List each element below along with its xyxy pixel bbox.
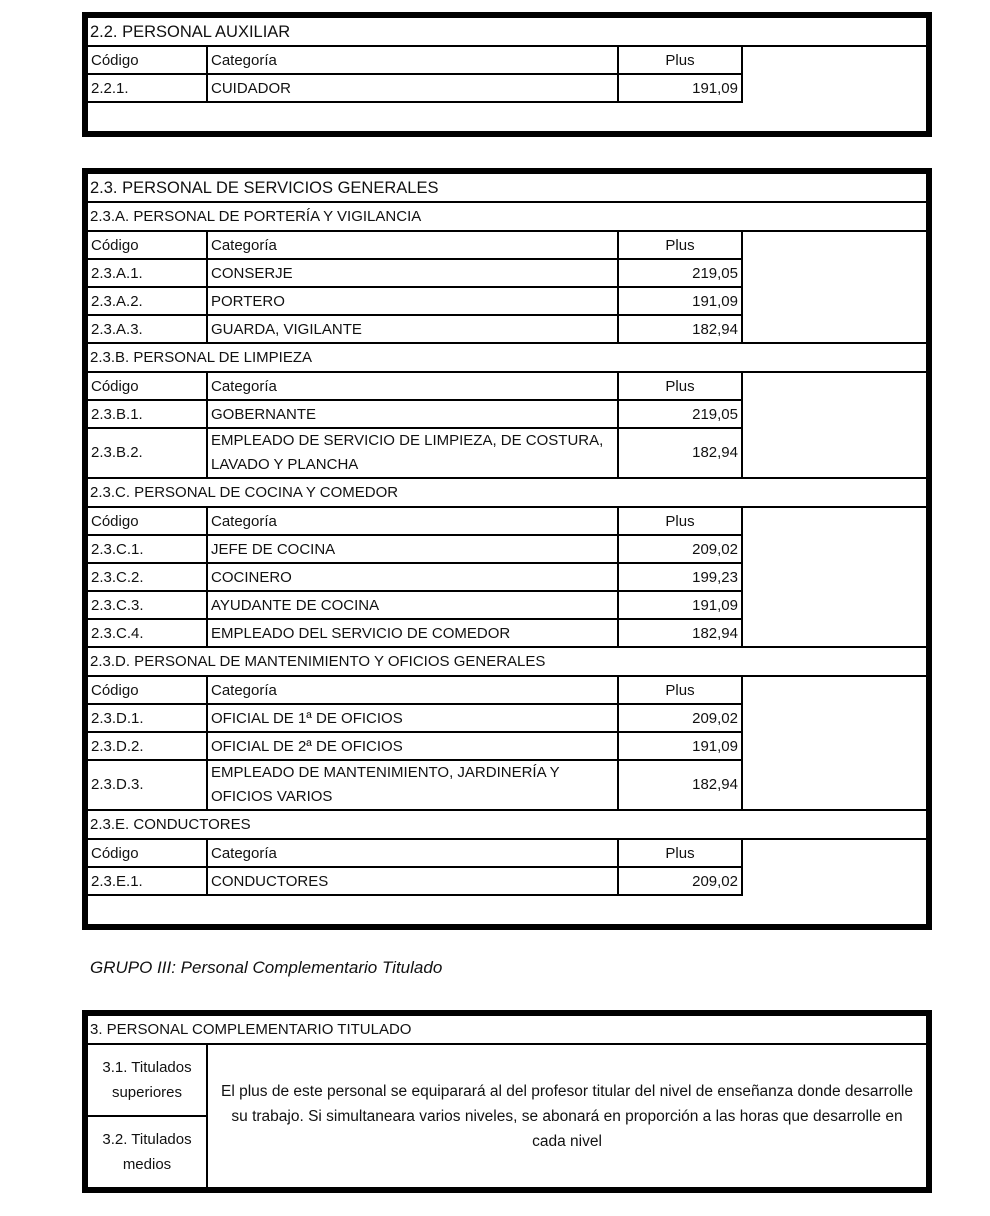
category-cell: GOBERNANTE [208, 401, 619, 429]
code-cell: 2.3.A.1. [88, 260, 208, 288]
table-row: 2.3.C.2. COCINERO 199,23 [88, 564, 926, 592]
header-category: Categoría [208, 373, 619, 401]
code-cell: 2.3.C.1. [88, 536, 208, 564]
plus-cell: 182,94 [619, 429, 743, 479]
section-title: 2.3.D. PERSONAL DE MANTENIMIENTO Y OFICI… [88, 646, 926, 677]
table-header-row: Código Categoría Plus [88, 508, 926, 536]
category-cell: EMPLEADO DE SERVICIO DE LIMPIEZA, DE COS… [208, 429, 619, 479]
table-header-row: Código Categoría Plus [88, 232, 926, 260]
plus-cell: 182,94 [619, 316, 743, 344]
code-cell: 2.3.E.1. [88, 868, 208, 896]
item-titulados-superiores: 3.1. Titulados superiores [88, 1045, 206, 1117]
category-cell: PORTERO [208, 288, 619, 316]
section-title: 2.3.C. PERSONAL DE COCINA Y COMEDOR [88, 477, 926, 508]
table-header-row: Código Categoría Plus [88, 47, 926, 75]
table-header-row: Código Categoría Plus [88, 840, 926, 868]
table-row: 2.3.D.2. OFICIAL DE 2ª DE OFICIOS 191,09 [88, 733, 926, 761]
table-row: 2.3.A.3. GUARDA, VIGILANTE 182,94 [88, 316, 926, 344]
category-cell: COCINERO [208, 564, 619, 592]
code-cell: 2.3.C.4. [88, 620, 208, 648]
category-cell: CONDUCTORES [208, 868, 619, 896]
header-plus: Plus [619, 47, 743, 75]
code-cell: 2.3.A.3. [88, 316, 208, 344]
plus-cell: 182,94 [619, 620, 743, 648]
table-row: 2.3.B.1. GOBERNANTE 219,05 [88, 401, 926, 429]
header-category: Categoría [208, 47, 619, 75]
plus-cell: 209,02 [619, 536, 743, 564]
table-row: 2.3.B.2. EMPLEADO DE SERVICIO DE LIMPIEZA… [88, 429, 926, 479]
category-cell: EMPLEADO DEL SERVICIO DE COMEDOR [208, 620, 619, 648]
plus-cell: 209,02 [619, 868, 743, 896]
table-row: 2.3.A.2. PORTERO 191,09 [88, 288, 926, 316]
table-servicios-generales: 2.3. PERSONAL DE SERVICIOS GENERALES 2.3… [82, 168, 932, 930]
category-cell: AYUDANTE DE COCINA [208, 592, 619, 620]
header-code: Código [88, 373, 208, 401]
header-code: Código [88, 840, 208, 868]
table-row: 2.3.E.1. CONDUCTORES 209,02 [88, 868, 926, 896]
plus-cell: 191,09 [619, 592, 743, 620]
table-personal-auxiliar: 2.2. PERSONAL AUXILIAR Código Categoría Pl… [82, 12, 932, 137]
code-cell: 2.3.B.2. [88, 429, 208, 479]
code-cell: 2.3.C.3. [88, 592, 208, 620]
table-header-row: Código Categoría Plus [88, 677, 926, 705]
section-title: 2.3.E. CONDUCTORES [88, 809, 926, 840]
category-cell: OFICIAL DE 2ª DE OFICIOS [208, 733, 619, 761]
code-cell: 2.3.D.2. [88, 733, 208, 761]
header-code: Código [88, 47, 208, 75]
header-plus: Plus [619, 508, 743, 536]
code-cell: 2.3.D.1. [88, 705, 208, 733]
category-cell: OFICIAL DE 1ª DE OFICIOS [208, 705, 619, 733]
table-row: 2.3.A.1. CONSERJE 219,05 [88, 260, 926, 288]
header-code: Código [88, 508, 208, 536]
category-cell: CUIDADOR [208, 75, 619, 103]
header-plus: Plus [619, 232, 743, 260]
plus-cell: 219,05 [619, 401, 743, 429]
header-category: Categoría [208, 840, 619, 868]
code-cell: 2.3.C.2. [88, 564, 208, 592]
code-cell: 2.3.D.3. [88, 761, 208, 811]
table-row: 2.3.C.4. EMPLEADO DEL SERVICIO DE COMEDOR… [88, 620, 926, 648]
header-plus: Plus [619, 840, 743, 868]
table-row: 2.2.1. CUIDADOR 191,09 [88, 75, 926, 103]
table-row: 2.3.D.1. OFICIAL DE 1ª DE OFICIOS 209,02 [88, 705, 926, 733]
code-cell: 2.3.A.2. [88, 288, 208, 316]
category-cell: JEFE DE COCINA [208, 536, 619, 564]
header-code: Código [88, 677, 208, 705]
plus-cell: 182,94 [619, 761, 743, 811]
table-row: 2.3.C.1. JEFE DE COCINA 209,02 [88, 536, 926, 564]
header-category: Categoría [208, 232, 619, 260]
plus-description: El plus de este personal se equiparará a… [221, 1082, 913, 1150]
category-cell: EMPLEADO DE MANTENIMIENTO, JARDINERÍA Y … [208, 761, 619, 811]
plus-cell: 191,09 [619, 733, 743, 761]
code-cell: 2.3.B.1. [88, 401, 208, 429]
table-title: 2.2. PERSONAL AUXILIAR [88, 18, 926, 47]
table-row: 2.3.D.3. EMPLEADO DE MANTENIMIENTO, JARDI… [88, 761, 926, 811]
header-plus: Plus [619, 373, 743, 401]
section-title: 2.3.A. PERSONAL DE PORTERÍA Y VIGILANCIA [88, 203, 926, 232]
section-title: 2.3.B. PERSONAL DE LIMPIEZA [88, 342, 926, 373]
table-title: 2.3. PERSONAL DE SERVICIOS GENERALES [88, 174, 926, 203]
table-header-row: Código Categoría Plus [88, 373, 926, 401]
table-title: 3. PERSONAL COMPLEMENTARIO TITULADO [88, 1016, 926, 1045]
plus-cell: 191,09 [619, 288, 743, 316]
category-cell: CONSERJE [208, 260, 619, 288]
plus-cell: 219,05 [619, 260, 743, 288]
header-code: Código [88, 232, 208, 260]
table-complementario-titulado: 3. PERSONAL COMPLEMENTARIO TITULADO 3.1.… [82, 1010, 932, 1193]
category-cell: GUARDA, VIGILANTE [208, 316, 619, 344]
item-titulados-medios: 3.2. Titulados medios [102, 1131, 192, 1173]
group-heading: GRUPO III: Personal Complementario Titul… [90, 958, 443, 977]
table-row: 2.3.C.3. AYUDANTE DE COCINA 191,09 [88, 592, 926, 620]
plus-cell: 209,02 [619, 705, 743, 733]
plus-cell: 199,23 [619, 564, 743, 592]
header-category: Categoría [208, 508, 619, 536]
plus-cell: 191,09 [619, 75, 743, 103]
header-plus: Plus [619, 677, 743, 705]
code-cell: 2.2.1. [88, 75, 208, 103]
header-category: Categoría [208, 677, 619, 705]
